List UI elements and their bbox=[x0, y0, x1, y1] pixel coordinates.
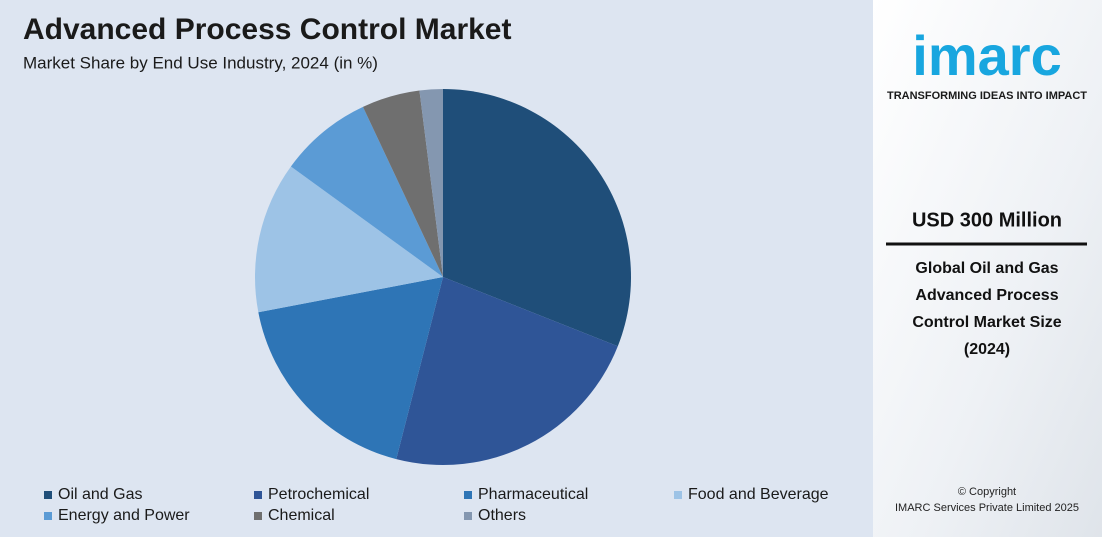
legend-label: Pharmaceutical bbox=[478, 486, 588, 503]
pie-slice bbox=[362, 90, 443, 277]
pie-slice bbox=[396, 277, 618, 465]
pie-slice bbox=[258, 277, 443, 460]
logo: imarc bbox=[912, 24, 1061, 87]
pie-slice bbox=[419, 89, 443, 277]
legend-label: Energy and Power bbox=[58, 507, 190, 524]
tagline: TRANSFORMING IDEAS INTO IMPACT bbox=[887, 90, 1087, 102]
legend-swatch bbox=[44, 491, 52, 499]
chart-title: Advanced Process Control Market bbox=[23, 13, 511, 46]
legend-label: Food and Beverage bbox=[688, 486, 829, 503]
legend-label: Oil and Gas bbox=[58, 486, 142, 503]
legend-label: Petrochemical bbox=[268, 486, 369, 503]
copyright: IMARC Services Private Limited 2025 bbox=[895, 502, 1079, 514]
description: Global Oil and Gas bbox=[915, 260, 1058, 277]
legend-swatch bbox=[464, 491, 472, 499]
description: (2024) bbox=[964, 341, 1010, 358]
copyright: © Copyright bbox=[958, 486, 1016, 498]
legend-label: Chemical bbox=[268, 507, 335, 524]
sidebar-background bbox=[873, 0, 1102, 537]
legend-label: Others bbox=[478, 507, 526, 524]
legend-swatch bbox=[254, 512, 262, 520]
pie-slice bbox=[255, 166, 443, 313]
legend-swatch bbox=[254, 491, 262, 499]
chart-subtitle: Market Share by End Use Industry, 2024 (… bbox=[23, 53, 378, 72]
headline: USD 300 Million bbox=[912, 209, 1062, 231]
legend-swatch bbox=[464, 512, 472, 520]
legend-swatch bbox=[674, 491, 682, 499]
pie-slice bbox=[290, 106, 443, 277]
legend-swatch bbox=[44, 512, 52, 520]
description: Advanced Process bbox=[915, 287, 1058, 304]
description: Control Market Size bbox=[912, 314, 1061, 331]
pie-slice bbox=[443, 89, 631, 347]
